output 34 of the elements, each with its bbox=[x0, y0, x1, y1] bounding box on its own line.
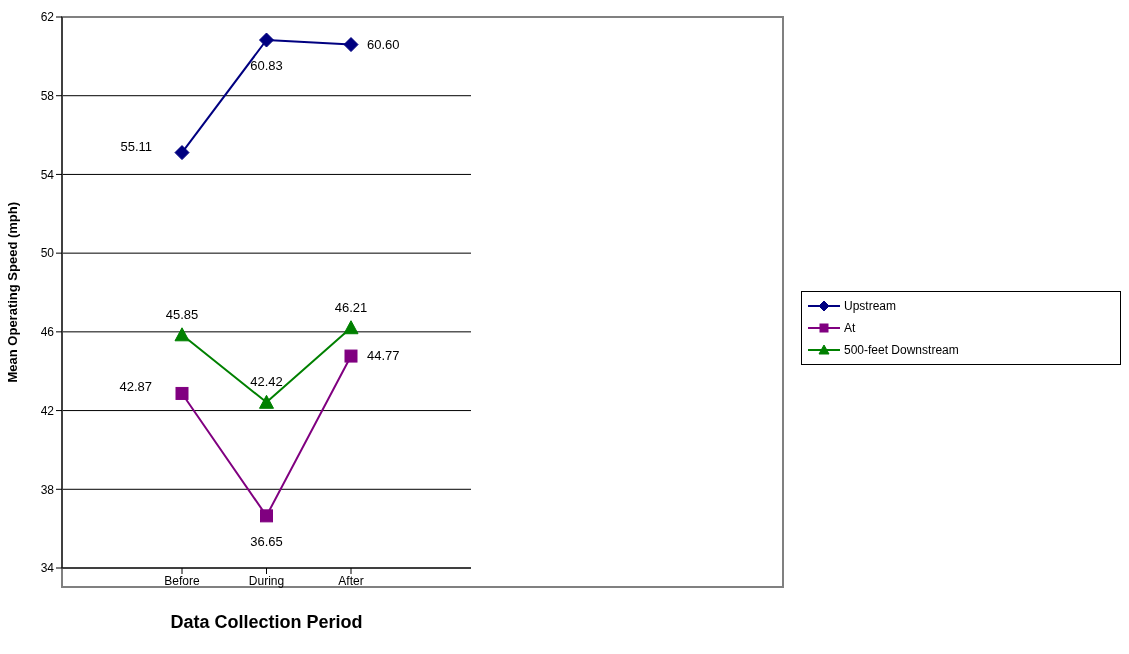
text: 46.21 bbox=[334, 299, 368, 315]
point bbox=[344, 349, 358, 363]
point bbox=[343, 37, 359, 53]
x-axis-title: Data Collection Period bbox=[170, 612, 363, 632]
y-tick-label: 50 bbox=[40, 246, 55, 261]
legend-label: Upstream bbox=[844, 299, 897, 313]
point bbox=[174, 327, 190, 342]
text: 42.87 bbox=[119, 379, 152, 395]
text: 42.42 bbox=[250, 374, 283, 390]
text: 36.65 bbox=[250, 533, 283, 549]
x-tick-label: After bbox=[338, 573, 364, 588]
point bbox=[259, 32, 274, 48]
point bbox=[259, 394, 274, 409]
y-tick-label: 38 bbox=[40, 482, 55, 497]
point bbox=[174, 145, 190, 161]
text: 60.83 bbox=[250, 58, 283, 74]
y-tick-label: 42 bbox=[40, 403, 55, 418]
text: 44.77 bbox=[367, 348, 400, 364]
x-tick-label: During bbox=[248, 573, 285, 588]
y-tick-label: 62 bbox=[40, 10, 55, 25]
text: 55.11 bbox=[120, 138, 152, 154]
y-tick-label: 54 bbox=[40, 167, 55, 182]
point bbox=[343, 320, 359, 335]
legend-label: At bbox=[844, 321, 856, 335]
y-tick-label: 34 bbox=[40, 561, 55, 576]
x-tick-label: Before bbox=[164, 573, 200, 588]
text: 60.60 bbox=[367, 36, 400, 52]
point bbox=[260, 509, 273, 523]
y-axis-title: Mean Operating Speed (mph) bbox=[4, 201, 20, 383]
y-tick-label: 46 bbox=[40, 325, 55, 340]
y-tick-label: 58 bbox=[40, 88, 55, 103]
text: 45.85 bbox=[165, 306, 199, 322]
legend-label: 500-feet Downstream bbox=[844, 343, 959, 357]
point bbox=[175, 386, 189, 400]
